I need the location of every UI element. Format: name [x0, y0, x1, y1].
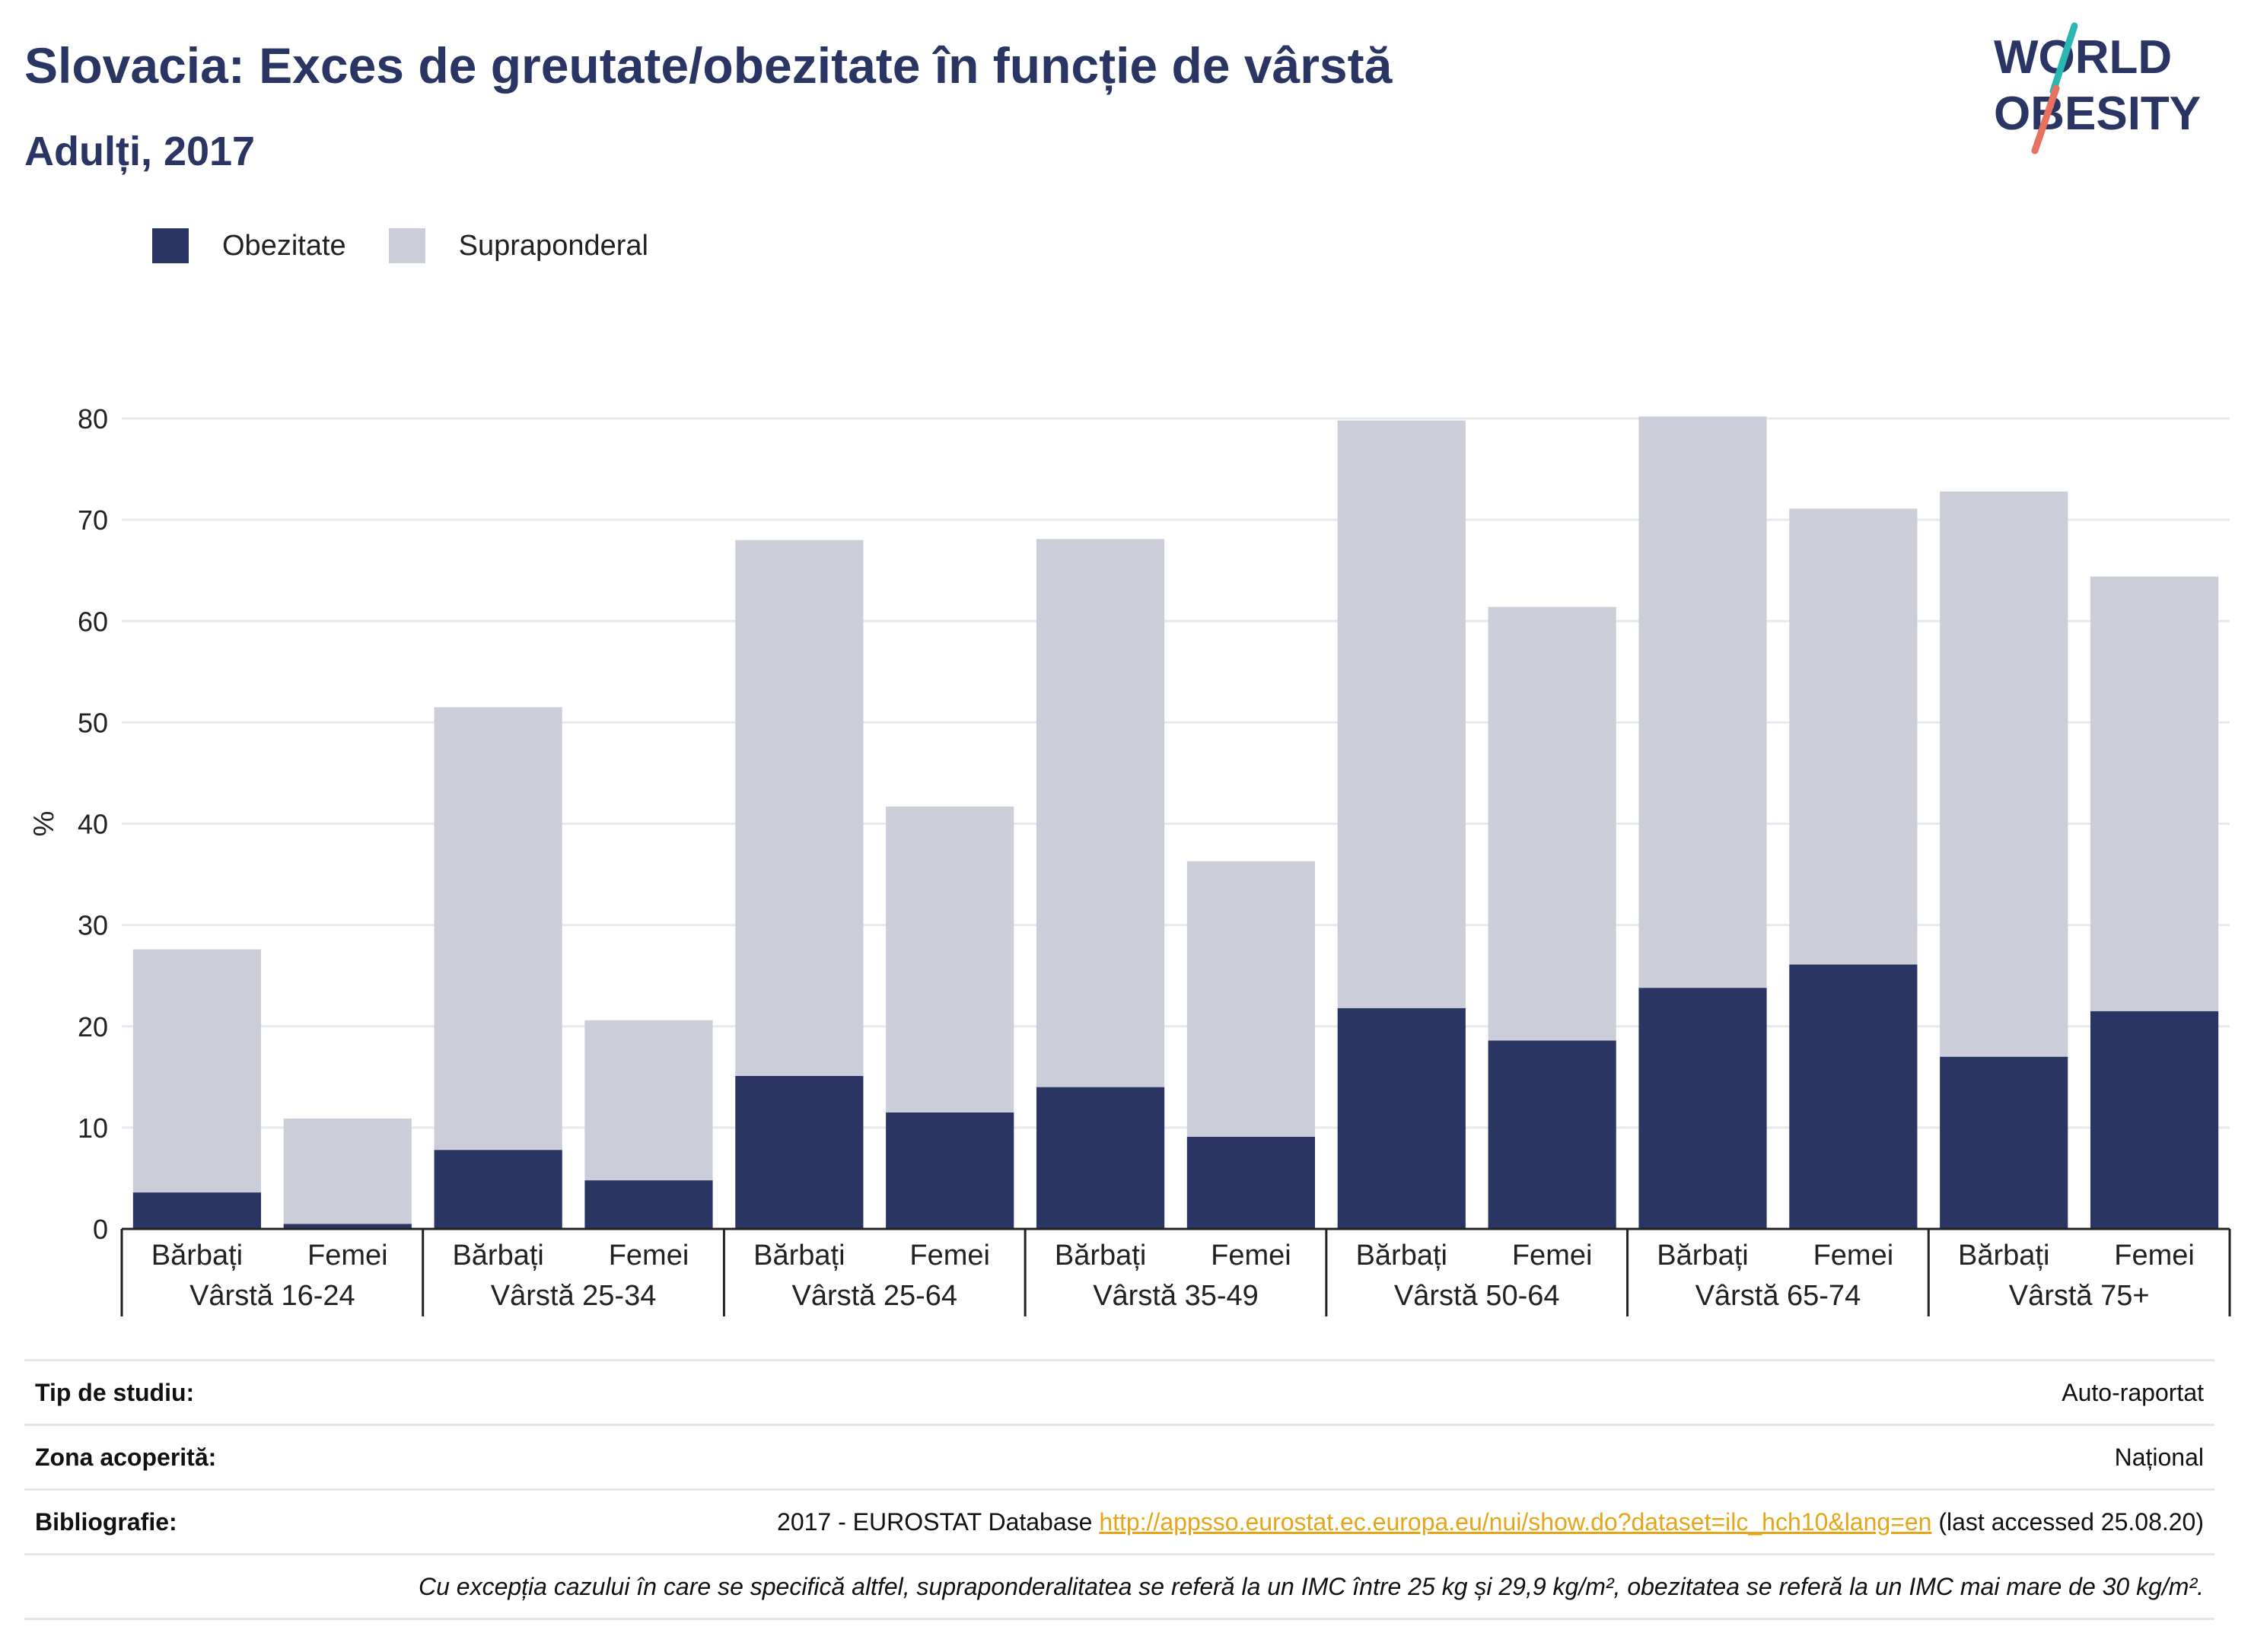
definition-note: Cu excepția cazului în care se specifică…: [418, 1572, 2204, 1600]
group-label: Vârstă 25-64: [791, 1280, 957, 1312]
bar-segment-supraponderal: [1186, 861, 1316, 1137]
group-label: Vârstă 65-74: [1695, 1280, 1861, 1312]
y-tick-label: 10: [78, 1112, 108, 1144]
legend-item-obezitate: Obezitate: [152, 228, 346, 263]
bar-segment-supraponderal: [735, 540, 864, 1076]
y-axis-label: %: [28, 811, 60, 837]
bar-segment-obezitate: [1638, 988, 1767, 1229]
bar-segment-obezitate: [1789, 964, 1918, 1229]
x-tick-label: Bărbați: [753, 1240, 845, 1272]
info-row-bibliography: Bibliografie: 2017 - EUROSTAT Database h…: [24, 1491, 2214, 1555]
coverage-label: Zona acoperită:: [35, 1443, 217, 1471]
legend-swatch-supraponderal: [388, 228, 425, 263]
y-tick-label: 40: [78, 809, 108, 840]
bar-segment-supraponderal: [1036, 539, 1165, 1087]
coverage-value: Național: [2114, 1443, 2204, 1471]
world-obesity-logo: WORLD OBESITY: [1994, 22, 2201, 154]
page-subtitle: Adulți, 2017: [24, 129, 256, 174]
x-tick-label: Femei: [1512, 1240, 1593, 1272]
group-label: Vârstă 75+: [2009, 1280, 2150, 1312]
bar-segment-obezitate: [434, 1150, 562, 1229]
bar-segment-obezitate: [886, 1112, 1014, 1229]
bar-segment-obezitate: [1337, 1007, 1466, 1229]
bar-segment-obezitate: [584, 1180, 713, 1229]
legend-label-obezitate: Obezitate: [222, 229, 346, 262]
legend-label-supraponderal: Supraponderal: [458, 229, 648, 262]
stacked-bar-chart: 0 10 20 30 40 50 60 70 80% Bărbați Femei Bărbați Fem…: [28, 403, 2231, 1316]
x-tick-label: Femei: [909, 1240, 990, 1272]
x-tick-label: Femei: [1813, 1240, 1894, 1272]
y-tick-label: 60: [78, 606, 108, 637]
x-tick-label: Femei: [609, 1240, 689, 1272]
bar-segment-supraponderal: [132, 949, 262, 1193]
group-label: Vârstă 25-34: [491, 1280, 657, 1312]
x-tick-label: Bărbați: [1356, 1240, 1447, 1272]
logo-text-world: WORLD: [1994, 31, 2172, 84]
logo-text-obesity: OBESITY: [1994, 88, 2201, 140]
info-row-study-type: Tip de studiu: Auto-raportat: [24, 1359, 2214, 1426]
group-label: Vârstă 50-64: [1394, 1280, 1560, 1312]
bibliography-link[interactable]: http://appsso.eurostat.ec.europa.eu/nui/…: [1099, 1507, 1932, 1536]
bar-segment-obezitate: [132, 1192, 262, 1229]
logo-slash-coral: [2031, 84, 2060, 154]
bar-segment-supraponderal: [1488, 606, 1616, 1041]
bar-segment-supraponderal: [584, 1020, 713, 1181]
bibliography-suffix: (last accessed 25.08.20): [1931, 1507, 2204, 1536]
bar-segment-supraponderal: [886, 806, 1014, 1112]
bar-segment-obezitate: [283, 1224, 412, 1229]
bar-segment-supraponderal: [1337, 420, 1466, 1008]
x-tick-label: Femei: [307, 1240, 388, 1272]
x-tick-label: Bărbați: [151, 1240, 243, 1272]
x-tick-label: Bărbați: [1055, 1240, 1146, 1272]
bar-segment-supraponderal: [434, 707, 562, 1151]
bar-segment-supraponderal: [1638, 416, 1767, 988]
bar-segment-supraponderal: [283, 1118, 412, 1224]
group-label: Vârstă 16-24: [189, 1280, 355, 1312]
bar-segment-obezitate: [1036, 1087, 1165, 1229]
bar-segment-supraponderal: [1789, 508, 1918, 965]
bibliography-label: Bibliografie:: [35, 1507, 177, 1536]
y-tick-label: 20: [78, 1011, 108, 1042]
x-tick-label: Femei: [2114, 1240, 2195, 1272]
x-tick-label: Femei: [1211, 1240, 1291, 1272]
logo-slash-teal: [2049, 22, 2078, 95]
info-row-note: Cu excepția cazului în care se specifică…: [24, 1555, 2214, 1620]
y-tick-label: 80: [78, 403, 108, 434]
page-title: Slovacia: Exces de greutate/obezitate în…: [24, 37, 1393, 94]
study-type-label: Tip de studiu:: [35, 1378, 195, 1406]
bar-segment-supraponderal: [1940, 491, 2068, 1057]
bar-segment-obezitate: [1488, 1040, 1616, 1229]
bar-segment-obezitate: [735, 1075, 864, 1229]
y-tick-label: 70: [78, 505, 108, 536]
x-tick-label: Bărbați: [1657, 1240, 1748, 1272]
bibliography-prefix: 2017 - EUROSTAT Database: [777, 1507, 1100, 1536]
bibliography-value: 2017 - EUROSTAT Database http://appsso.e…: [777, 1508, 2204, 1536]
info-table: Tip de studiu: Auto-raportat Zona acoper…: [24, 1359, 2214, 1620]
study-type-value: Auto-raportat: [2062, 1378, 2204, 1406]
chart-legend: Obezitate Supraponderal: [152, 225, 691, 266]
bar-segment-obezitate: [2090, 1011, 2219, 1229]
x-tick-label: Bărbați: [452, 1240, 543, 1272]
group-label: Vârstă 35-49: [1093, 1280, 1259, 1312]
y-tick-label: 30: [78, 910, 108, 941]
y-tick-label: 50: [78, 707, 108, 738]
bar-segment-supraponderal: [2090, 576, 2219, 1011]
info-row-coverage: Zona acoperită: Național: [24, 1426, 2214, 1491]
bar-segment-obezitate: [1940, 1056, 2068, 1229]
y-tick-label: 0: [93, 1214, 108, 1245]
bar-segment-obezitate: [1186, 1136, 1316, 1229]
legend-swatch-obezitate: [152, 228, 189, 263]
x-tick-label: Bărbați: [1958, 1240, 2049, 1272]
legend-item-supraponderal: Supraponderal: [388, 228, 648, 263]
